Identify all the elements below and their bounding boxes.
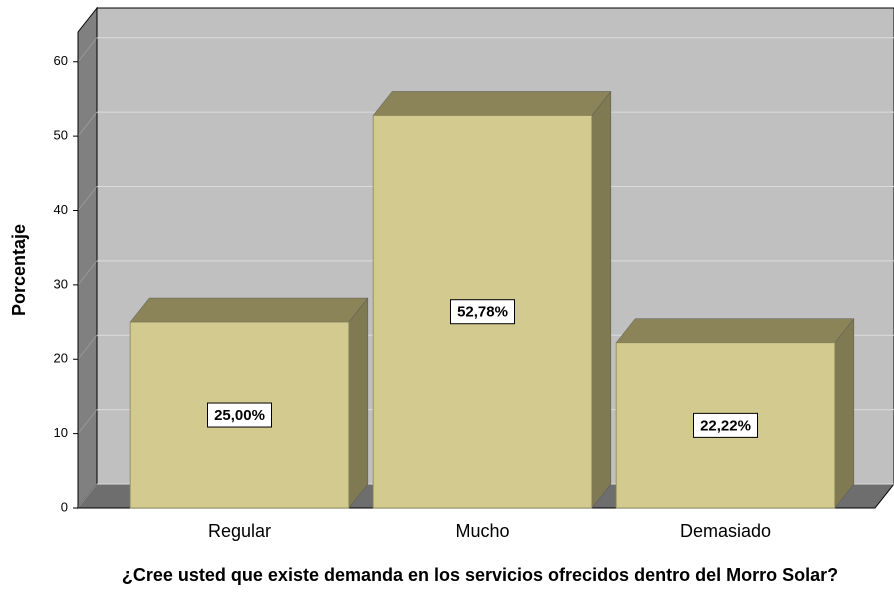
value-label: 22,22% (700, 417, 751, 434)
grid-line (77, 260, 98, 286)
bar-top (372, 91, 612, 116)
grid-line (77, 483, 98, 509)
left-wall (77, 6, 98, 510)
y-axis-label: Porcentaje (9, 224, 29, 316)
y-tick-label: 50 (54, 128, 68, 143)
grid-line (77, 37, 98, 63)
value-label-box (207, 402, 272, 428)
grid-line (77, 334, 98, 360)
bar-top (129, 297, 369, 323)
bar-side (348, 297, 369, 509)
value-label: 52,78% (457, 304, 508, 321)
y-tick-label: 0 (61, 499, 68, 514)
grid-line (77, 409, 98, 434)
value-label: 25,00% (214, 407, 265, 424)
y-tick-label: 20 (54, 351, 68, 366)
x-axis-label: ¿Cree usted que existe demanda en los se… (121, 565, 839, 585)
y-tick-label: 60 (54, 53, 68, 68)
x-tick-label: Demasiado (680, 521, 771, 541)
y-tick-label: 30 (54, 276, 68, 291)
bar-side (834, 318, 855, 509)
x-tick-label: Regular (208, 521, 271, 541)
y-tick-label: 40 (54, 202, 68, 217)
y-tick-label: 10 (54, 425, 68, 440)
bar-top (615, 318, 855, 343)
x-tick-label: Mucho (455, 521, 509, 541)
bar-side (591, 90, 612, 509)
grid-line (77, 186, 98, 211)
value-label-box (693, 412, 758, 438)
value-label-box (450, 299, 515, 325)
grid-line (77, 111, 98, 137)
